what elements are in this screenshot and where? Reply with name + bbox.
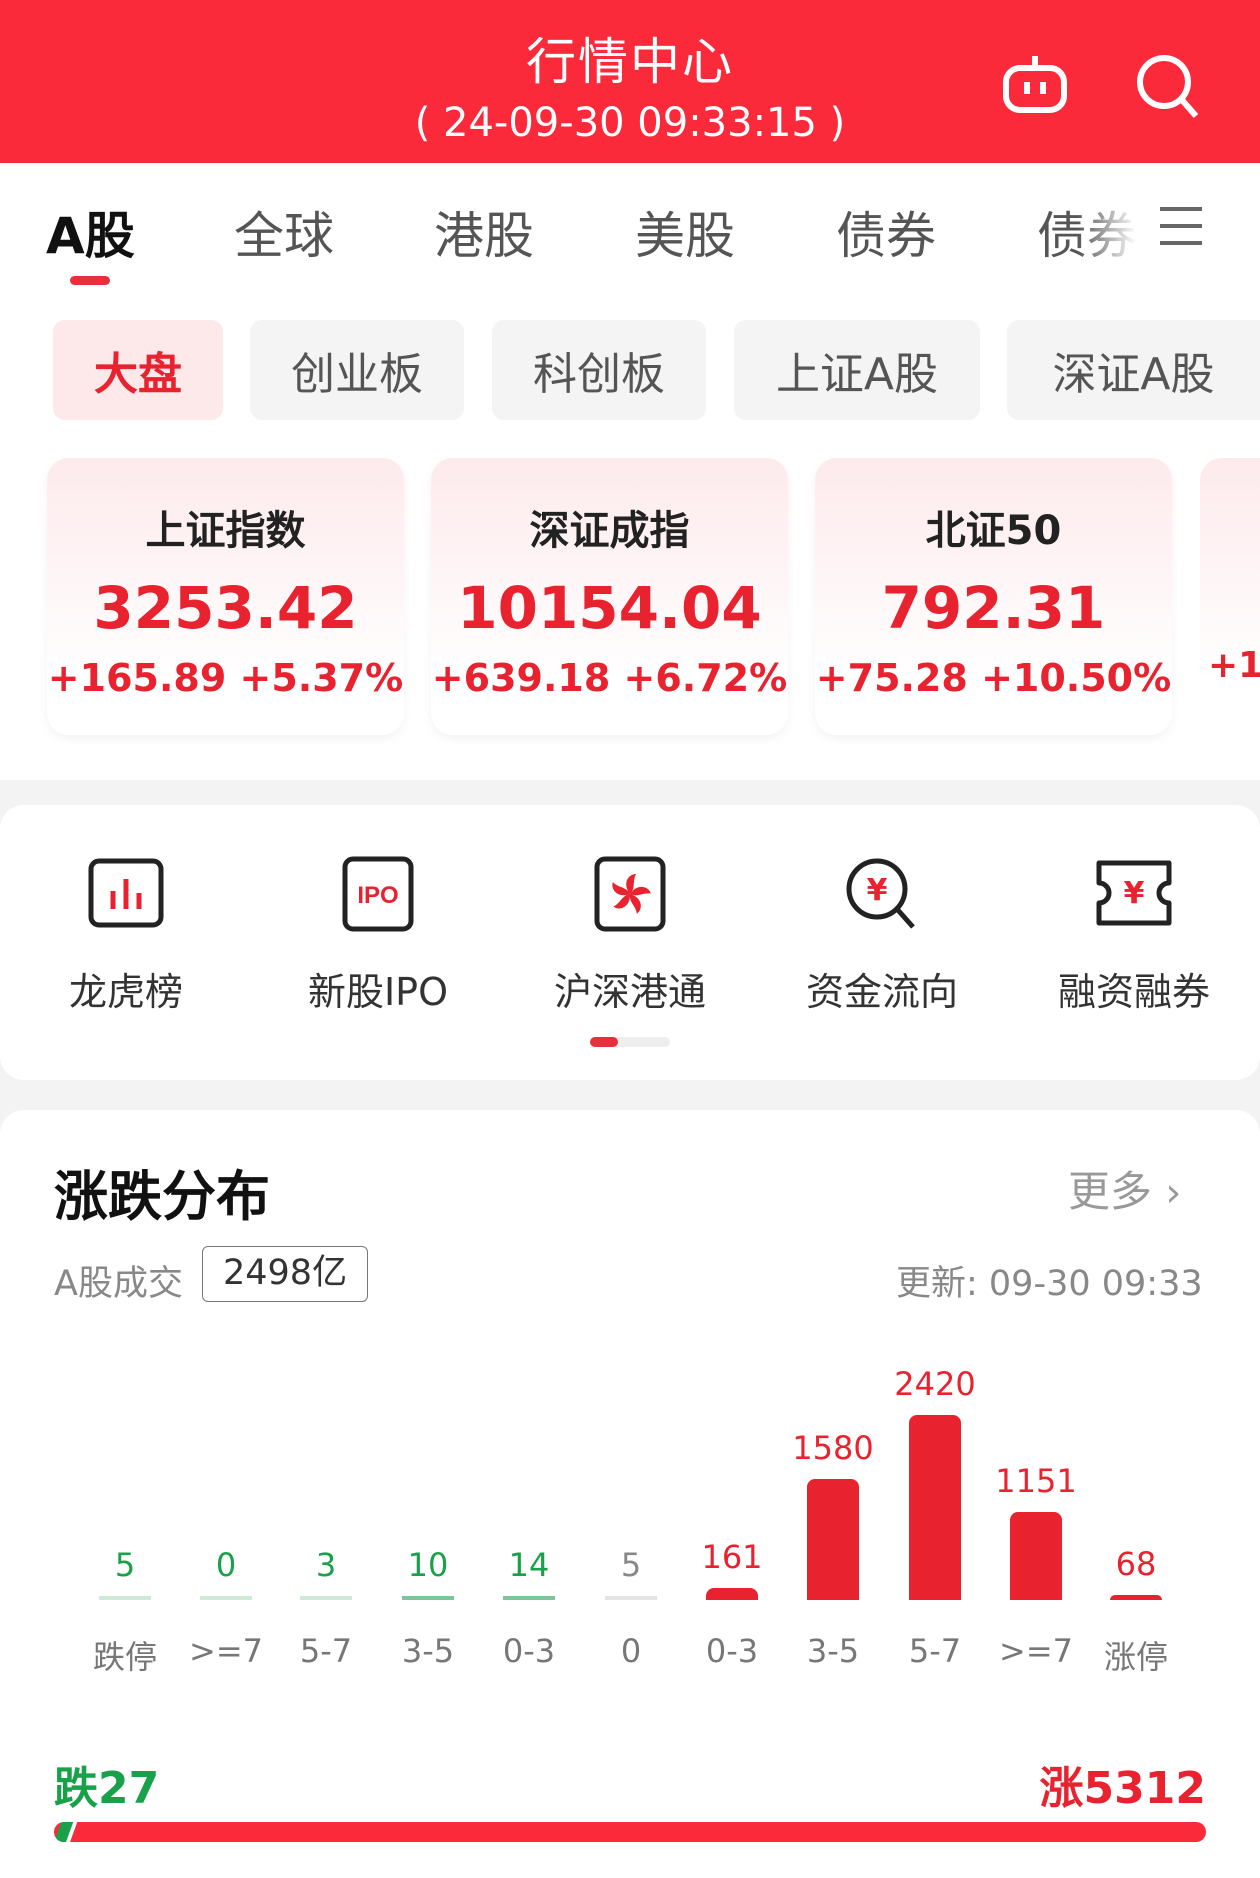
index-name: 深证成指 — [529, 508, 690, 554]
index-card-bse50[interactable]: 北证50 792.31 +75.28 +10.50% — [815, 458, 1172, 735]
bar-value-label: 1151 — [995, 1462, 1077, 1500]
volume-value: 2498亿 — [202, 1246, 369, 1302]
category-label: >=7 — [999, 1632, 1073, 1670]
tab-bonds-2[interactable]: 债券 — [1037, 207, 1137, 265]
more-label: 更多 — [1068, 1167, 1153, 1216]
page-indicator — [590, 1037, 670, 1047]
robot-icon[interactable] — [1000, 50, 1070, 120]
shortcut-panel: 龙虎榜 IPO 新股IPO 沪深港通 ¥ 资金流向 ¥ 融资融券 — [0, 805, 1260, 1080]
up-count: 涨5312 — [1039, 1763, 1206, 1814]
more-link[interactable]: 更多 › — [1068, 1158, 1181, 1219]
category-label: 跌停 — [92, 1638, 157, 1676]
category-label: 5-7 — [908, 1632, 962, 1670]
yuan-search-icon: ¥ — [846, 858, 915, 929]
category-label: 3-5 — [401, 1632, 455, 1670]
tab-hk[interactable]: 港股 — [434, 207, 534, 265]
index-value: 3253.42 — [93, 574, 358, 642]
tab-global[interactable]: 全球 — [234, 207, 334, 265]
timestamp: ( 24-09-30 09:33:15 ) — [414, 100, 846, 146]
tab-a-shares[interactable]: A股 — [46, 207, 135, 265]
bar-3 — [402, 1596, 454, 1600]
index-value: 10154.04 — [457, 574, 762, 642]
page-title: 行情中心 — [526, 33, 734, 91]
bauhinia-icon — [594, 856, 666, 932]
shortcut-label: 新股IPO — [307, 970, 449, 1014]
bar-1 — [200, 1596, 252, 1600]
bar-value-label: 68 — [1115, 1544, 1157, 1583]
shortcut-connect[interactable]: 沪深港通 — [504, 853, 756, 1016]
bar-8 — [909, 1415, 961, 1600]
bar-value-label: 3 — [315, 1546, 337, 1584]
chevron-right-icon: › — [1165, 1170, 1182, 1216]
svg-text:¥: ¥ — [1124, 876, 1145, 911]
distribution-panel — [0, 1110, 1260, 1878]
category-label: >=7 — [189, 1632, 263, 1670]
shortcut-label: 融资融券 — [1057, 970, 1210, 1014]
search-icon[interactable] — [1132, 50, 1202, 120]
index-card-partial[interactable]: +1 — [1200, 458, 1260, 735]
index-change: +1 — [1208, 645, 1260, 686]
yuan-ticket-icon: ¥ — [1096, 860, 1172, 926]
bar-value-label: 0 — [215, 1546, 237, 1584]
shortcut-fund-flow[interactable]: ¥ 资金流向 — [756, 853, 1008, 1016]
index-card-sse[interactable]: 上证指数 3253.42 +165.89 +5.37% — [47, 458, 404, 735]
index-name: 上证指数 — [145, 508, 306, 554]
chip-chinext[interactable]: 创业板 — [250, 320, 464, 420]
chip-sh-a[interactable]: 上证A股 — [734, 320, 980, 420]
svg-text:¥: ¥ — [867, 873, 888, 908]
category-label: 5-7 — [299, 1632, 353, 1670]
index-value: 792.31 — [881, 574, 1106, 642]
shortcut-margin[interactable]: ¥ 融资融券 — [1008, 853, 1260, 1016]
category-label: 涨停 — [1103, 1638, 1168, 1676]
shortcut-label: 沪深港通 — [553, 970, 706, 1014]
bar-5 — [605, 1596, 657, 1600]
svg-text:IPO: IPO — [357, 882, 398, 909]
volume-label: A股成交 — [54, 1264, 183, 1304]
tab-us[interactable]: 美股 — [635, 207, 735, 265]
bar-value-label: 1580 — [792, 1429, 874, 1468]
index-value — [1208, 563, 1260, 631]
shortcut-ipo[interactable]: IPO 新股IPO — [252, 853, 504, 1016]
bar-value-label: 161 — [701, 1537, 763, 1576]
bar-0 — [99, 1596, 151, 1600]
index-card-szse[interactable]: 深证成指 10154.04 +639.18 +6.72% — [431, 458, 788, 735]
category-label: 3-5 — [806, 1632, 860, 1670]
shortcut-label: 资金流向 — [805, 970, 958, 1014]
header: 行情中心 ( 24-09-30 09:33:15 ) — [0, 0, 1260, 163]
bar-value-label: 14 — [508, 1546, 550, 1584]
shortcut-label: 龙虎榜 — [68, 970, 183, 1014]
down-count: 跌27 — [54, 1763, 160, 1814]
tab-bonds[interactable]: 债券 — [836, 207, 936, 265]
section-title: 涨跌分布 — [54, 1165, 270, 1228]
chip-sz-a[interactable]: 深证A股 — [1007, 320, 1260, 420]
index-change: +75.28 +10.50% — [815, 656, 1172, 700]
bar-10 — [1110, 1594, 1162, 1600]
ipo-icon: IPO — [342, 856, 414, 932]
bar-6 — [706, 1587, 758, 1600]
category-label: 0 — [620, 1632, 642, 1670]
menu-icon[interactable] — [1158, 205, 1204, 247]
category-label: 0-3 — [705, 1632, 759, 1670]
down-ratio-fill — [54, 1822, 78, 1842]
bar-4 — [503, 1596, 555, 1600]
index-name: 北证50 — [925, 508, 1062, 554]
bar-2 — [300, 1596, 352, 1600]
chip-star[interactable]: 科创板 — [492, 320, 706, 420]
active-tab-indicator — [70, 276, 110, 285]
bar-7 — [807, 1479, 859, 1600]
bar-value-label: 2420 — [894, 1365, 976, 1403]
bar-value-label: 5 — [620, 1546, 642, 1584]
index-change: +639.18 +6.72% — [431, 656, 788, 700]
index-change: +165.89 +5.37% — [47, 656, 404, 700]
bar-value-label: 10 — [407, 1546, 449, 1584]
index-name — [1208, 498, 1260, 545]
bar-chart-icon — [88, 858, 164, 928]
category-label: 0-3 — [502, 1632, 556, 1670]
chip-market[interactable]: 大盘 — [53, 320, 223, 420]
up-down-ratio-bar — [54, 1822, 1206, 1842]
update-time: 更新: 09-30 09:33 — [896, 1264, 1203, 1304]
shortcut-dragon-tiger[interactable]: 龙虎榜 — [0, 853, 252, 1016]
bar-value-label: 5 — [114, 1546, 136, 1584]
bar-9 — [1010, 1512, 1062, 1600]
